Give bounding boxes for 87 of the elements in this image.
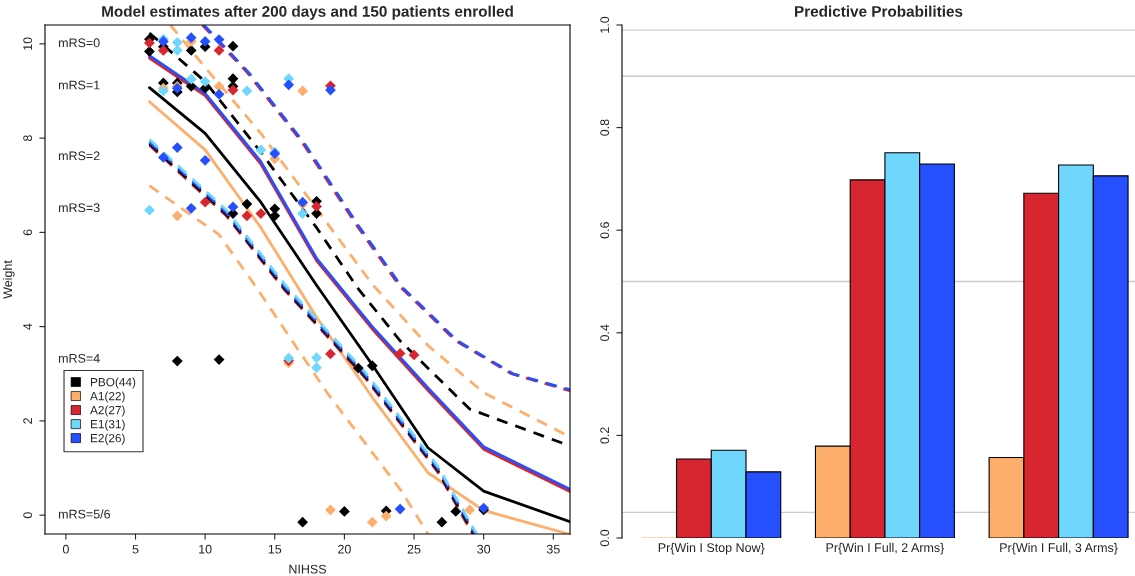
y-tick-label: 0.0: [600, 529, 610, 547]
y-tick-label: 10: [23, 37, 33, 50]
x-tick-label: Pr{Win I Full, 3 Arms}: [1000, 542, 1118, 555]
legend-label: A2(27): [90, 405, 125, 417]
point: [241, 85, 253, 97]
point: [297, 208, 309, 219]
point: [144, 37, 155, 49]
point: [171, 37, 183, 48]
point: [213, 45, 225, 56]
x-tick-label: Pr{Win I Stop Now}: [658, 542, 765, 555]
point: [199, 36, 211, 47]
point: [450, 506, 462, 517]
point: [366, 360, 378, 372]
point: [241, 210, 253, 222]
point: [213, 88, 225, 100]
point: [213, 354, 225, 365]
annotation: mRS=3: [58, 203, 100, 213]
x-tick-label: 10: [199, 544, 212, 554]
y-tick-label: 8: [23, 135, 33, 142]
x-tick-label: 5: [132, 544, 139, 554]
y-tick-label: 2: [23, 418, 32, 424]
x-tick-label: Pr{Win I Full, 2 Arms}: [826, 542, 945, 555]
legend-label: A1(22): [90, 391, 125, 403]
point: [352, 362, 364, 374]
point: [311, 201, 322, 212]
point: [464, 504, 476, 516]
x-tick-label: 25: [407, 544, 421, 554]
point: [199, 154, 211, 166]
point: [185, 32, 197, 44]
chart-title: Predictive Probabilities: [795, 5, 963, 17]
point: [408, 349, 420, 361]
x-tick-label: 30: [477, 544, 491, 554]
point: [227, 201, 239, 213]
point: [366, 516, 378, 528]
annotation: mRS=0: [58, 38, 100, 48]
annotation: mRS=1: [58, 80, 100, 90]
point: [255, 144, 267, 156]
point: [255, 208, 267, 219]
point: [199, 76, 211, 87]
point: [185, 202, 197, 214]
point: [185, 73, 197, 85]
point: [171, 355, 183, 367]
x-tick-label: 35: [546, 544, 560, 554]
y-tick-label: 0: [23, 512, 33, 519]
point: [144, 46, 155, 57]
point: [199, 196, 211, 208]
x-tick-label: 20: [338, 544, 351, 554]
point: [227, 84, 239, 96]
point: [171, 45, 183, 56]
point: [297, 516, 309, 528]
legend-label: E2(26): [90, 433, 125, 445]
point: [213, 80, 225, 92]
point: [311, 362, 322, 374]
legend-label: E1(31): [90, 419, 125, 431]
point: [185, 45, 197, 56]
point: [171, 210, 183, 222]
y-tick-label: 0.6: [600, 222, 610, 239]
point: [171, 142, 183, 153]
x-tick-label: 0: [62, 544, 69, 554]
x-tick-label: 15: [268, 544, 282, 554]
point: [241, 198, 253, 210]
x-axis-title: NIHSS: [289, 564, 327, 574]
chart-title: Model estimates after 200 days and 150 patients enrolled: [102, 5, 513, 20]
annotation: mRS=5/6: [58, 509, 111, 519]
y-tick-label: 0.8: [600, 119, 610, 136]
point: [157, 45, 169, 56]
y-axis-title: Weight: [2, 260, 15, 299]
y-tick-label: 6: [23, 229, 33, 236]
point: [394, 503, 406, 515]
y-tick-label: 1.0: [600, 16, 610, 33]
y-tick-label: 0.2: [600, 427, 610, 444]
point: [157, 152, 169, 163]
point: [227, 40, 239, 52]
y-tick-label: 4: [23, 323, 32, 330]
point: [436, 516, 448, 528]
point: [213, 34, 225, 45]
legend-label: PBO(44): [90, 377, 136, 389]
point: [339, 506, 350, 517]
point: [283, 79, 295, 91]
y-tick-label: 0.4: [600, 324, 610, 341]
annotation: mRS=4: [58, 353, 100, 363]
annotation: mRS=2: [58, 151, 100, 161]
point: [144, 204, 155, 216]
point: [297, 85, 309, 97]
point: [380, 510, 392, 522]
line-series: [148, 184, 430, 534]
point: [311, 352, 322, 364]
